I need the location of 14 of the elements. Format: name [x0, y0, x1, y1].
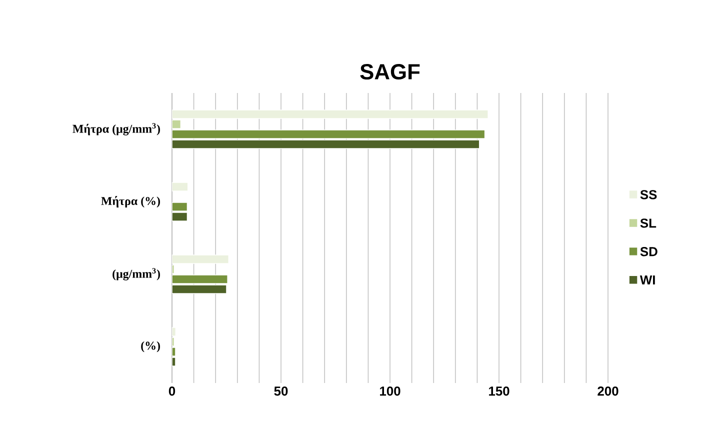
- chart-title: SAGF: [360, 64, 420, 80]
- x-tick-label: 0: [168, 386, 176, 396]
- x-tick-label: 50: [274, 386, 288, 396]
- x-tick-label: 100: [380, 386, 400, 396]
- y-tick-label: (μg/mm$^{3}$): [112, 268, 160, 280]
- legend-label: WI: [640, 276, 655, 284]
- x-tick-label: 150: [489, 386, 510, 396]
- legend-label: SS: [640, 190, 657, 200]
- legend-label: SD: [640, 247, 658, 256]
- x-tick-label: 200: [598, 386, 618, 396]
- y-tick-label: (%): [141, 341, 160, 352]
- y-tick-label: Μήτρα (μg/mm$^{3}$): [72, 123, 160, 136]
- y-tick-label: Μήτρα (%): [101, 196, 160, 208]
- legend-label: SL: [640, 218, 656, 228]
